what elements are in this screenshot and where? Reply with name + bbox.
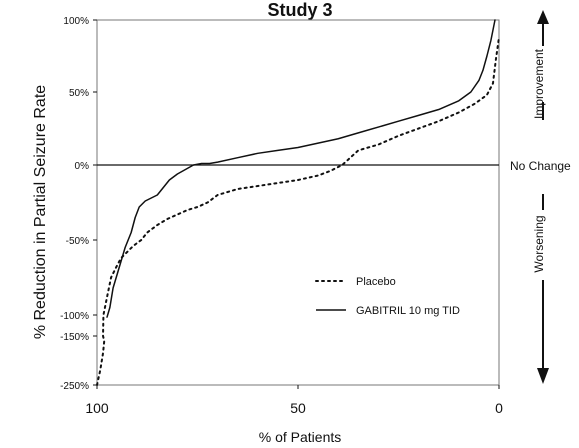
zero-line-label: No Change [510,159,571,173]
improvement-label: Improvement [532,48,546,119]
x-tick-label: 100 [85,400,109,416]
y-tick-label: -250% [60,381,89,392]
worsening-label: Worsening [532,215,546,272]
improvement-arrow-head [537,10,549,24]
placebo-series-line [96,36,500,386]
legend-gabitril-label: GABITRIL 10 mg TID [356,305,460,317]
legend-placebo-label: Placebo [356,276,396,288]
x-tick-label: 50 [290,400,306,416]
y-axis-title: % Reduction in Partial Seizure Rate [32,85,49,339]
x-axis-title: % of Patients [259,429,342,445]
y-tick-label: -100% [60,311,89,322]
y-tick-label: -150% [60,332,89,343]
gabitril-series-line [106,19,496,318]
plot-frame [96,19,500,386]
y-tick-label: 50% [69,88,89,99]
chart-title: Study 3 [267,0,332,20]
plot-area: 100% 50% 0% -50% -100% -150% -250% 100 50 0 Placeb… [60,16,503,416]
y-tick-label: 0% [75,161,90,172]
worsening-arrow-head [537,368,549,384]
y-tick-label: 100% [63,16,89,27]
y-tick-label: -50% [66,236,89,247]
x-tick-label: 0 [495,400,503,416]
